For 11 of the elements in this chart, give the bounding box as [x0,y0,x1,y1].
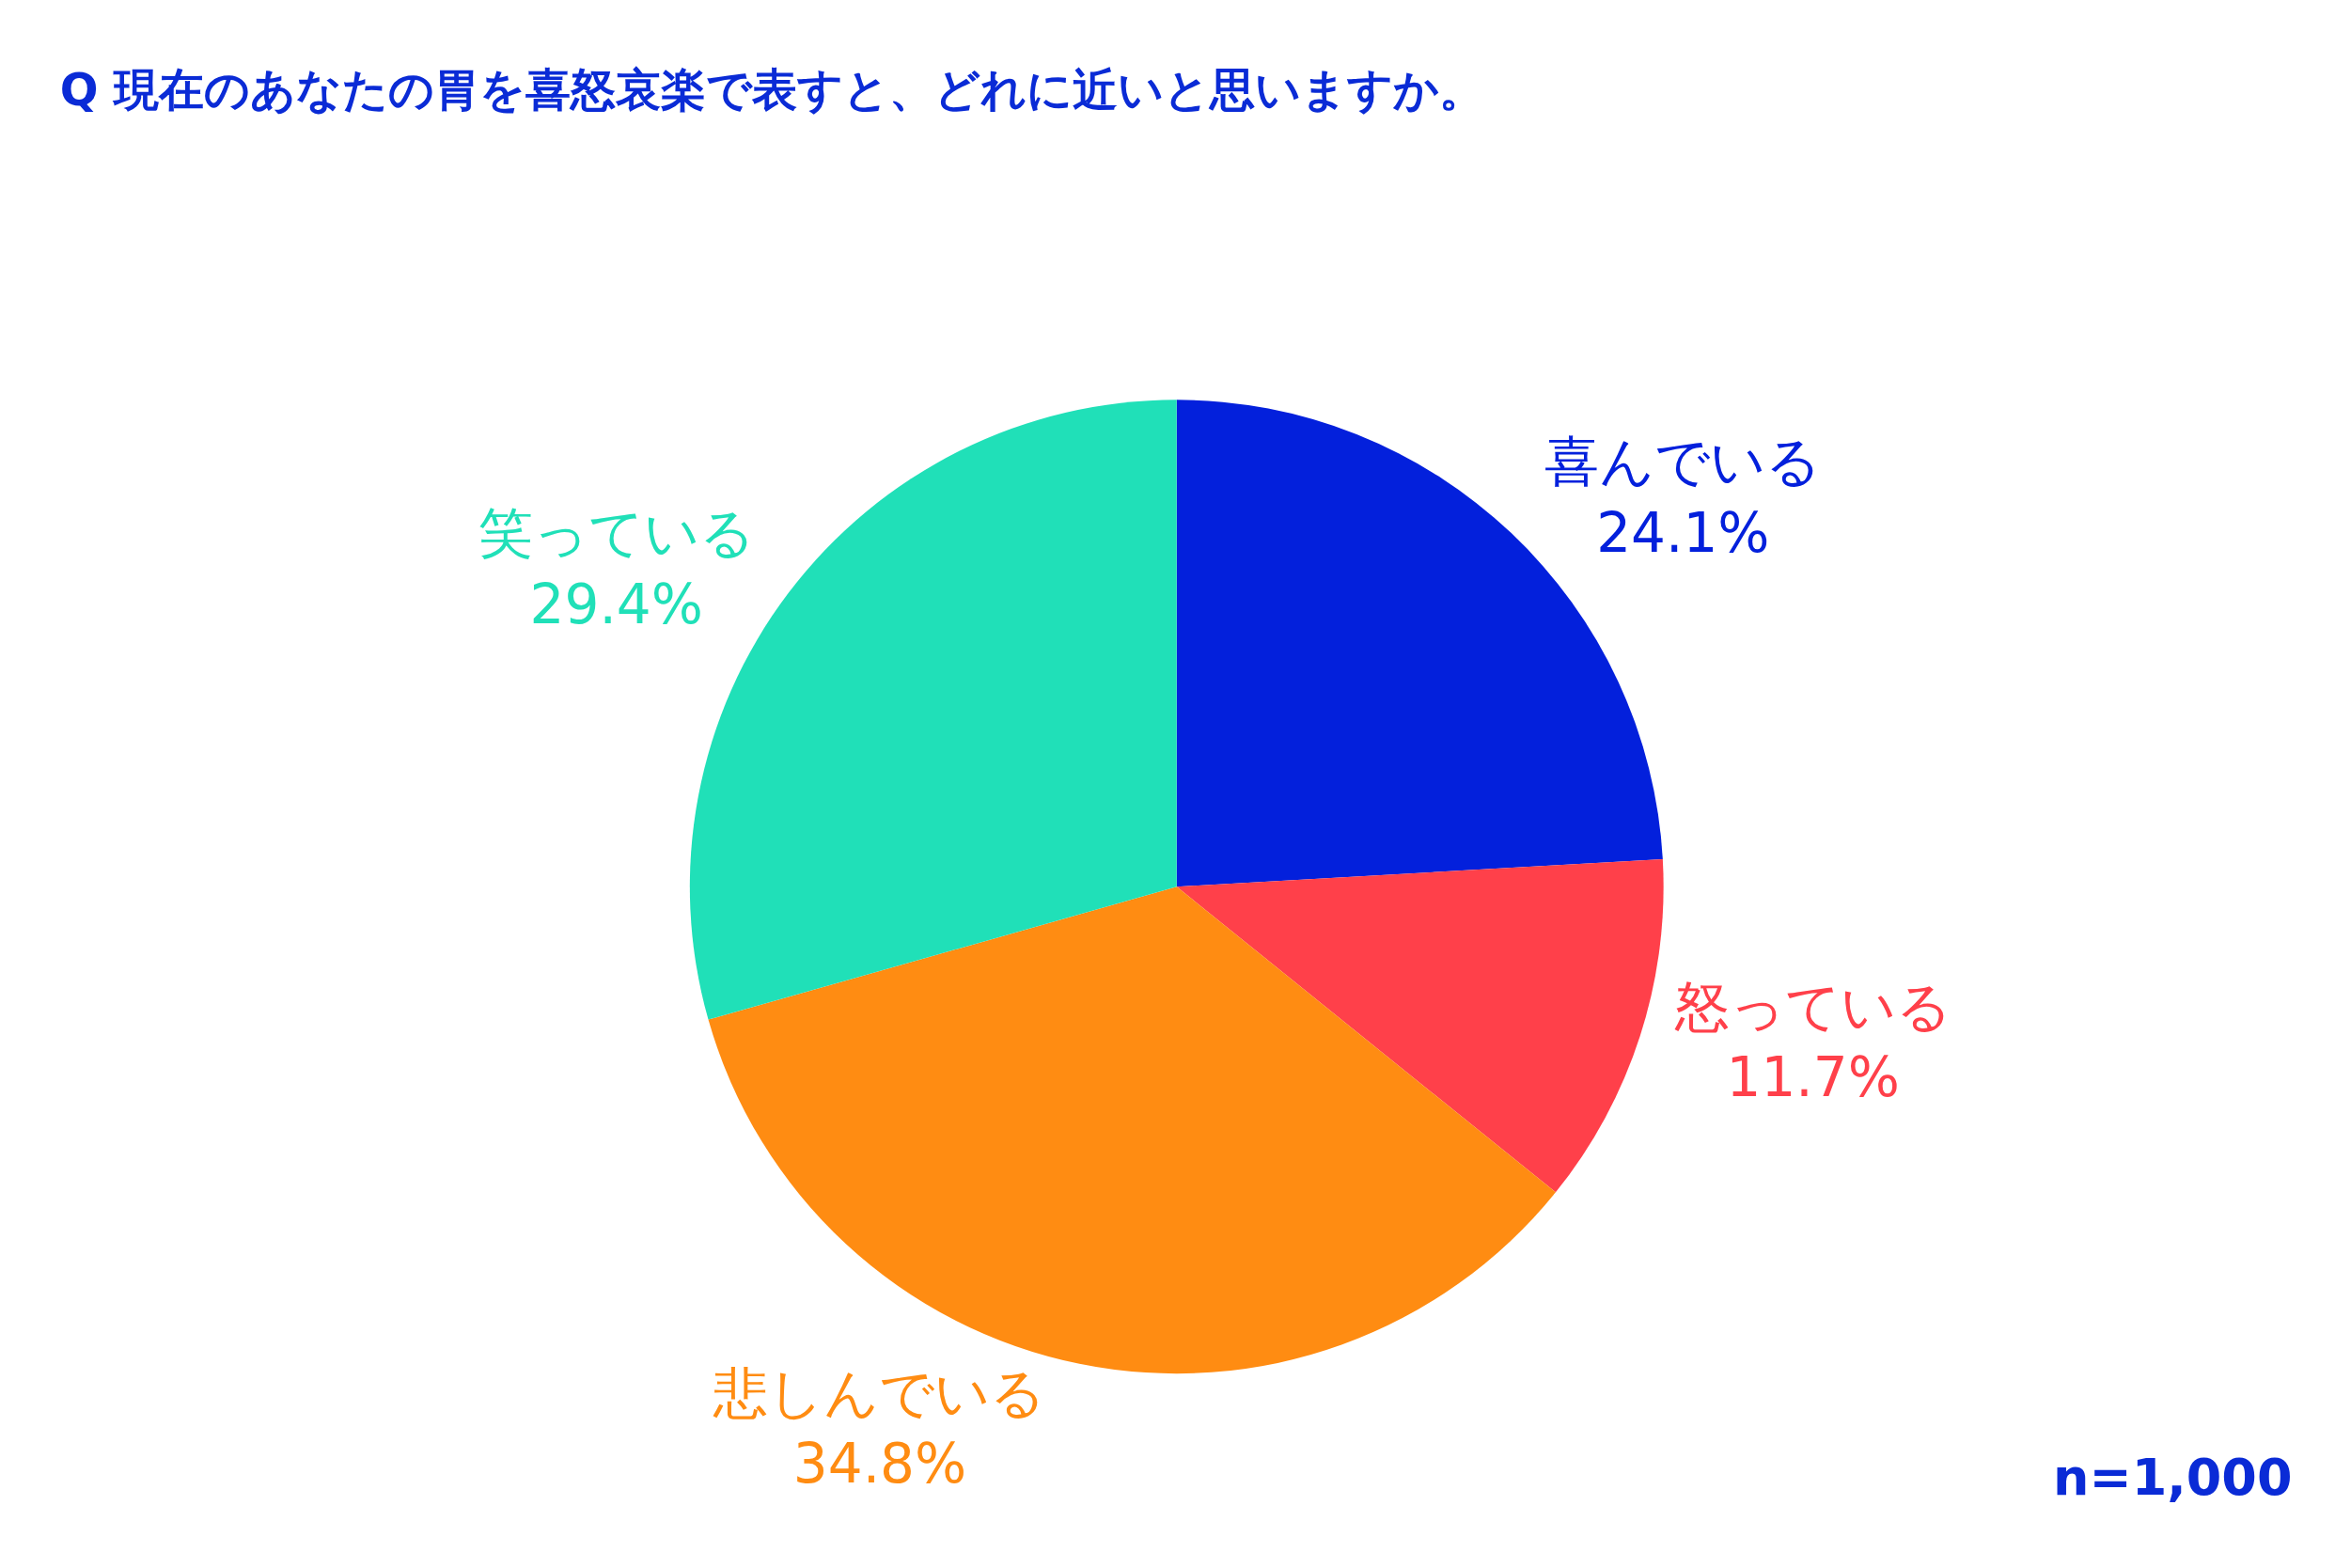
data-label: 24.1% [1596,500,1770,565]
chart-title: Q 現在のあなたの胃を喜怒哀楽で表すと、どれに近いと思いますか。 [59,62,1485,116]
slice-label: 笑っている [478,501,755,566]
data-label: 11.7% [1726,1045,1900,1110]
data-label: 29.4% [529,572,703,636]
text: n=1,000 [2053,1448,2293,1507]
pie-slice [1176,858,1663,1193]
data-label: 34.8% [792,1432,967,1497]
slice-label: 怒っている [1673,974,1951,1039]
slice-label: 悲しんでいる [713,1360,1046,1425]
slice-label: 喜んでいる [1544,430,1822,494]
